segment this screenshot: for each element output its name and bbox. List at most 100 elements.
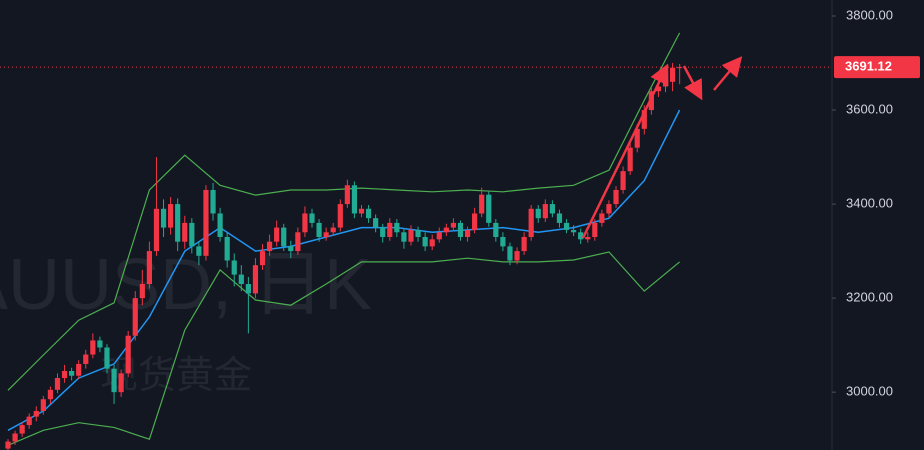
- candle-body: [521, 236, 527, 252]
- candle-body: [90, 340, 96, 355]
- band-lower: [7, 251, 680, 446]
- candle-body: [182, 222, 188, 242]
- last-price-label: 3691.12: [845, 59, 892, 74]
- candle-body: [69, 371, 75, 376]
- candle-body: [231, 260, 237, 275]
- candle-body: [486, 194, 492, 223]
- watermark-symbol: AUUSD, 日K: [0, 245, 372, 325]
- candle-body: [238, 274, 244, 285]
- candle-body: [542, 204, 548, 219]
- candle-body: [224, 236, 230, 261]
- candle-body: [507, 246, 513, 261]
- candle-body: [422, 236, 428, 247]
- candle-body: [337, 204, 343, 228]
- candle-body: [196, 246, 202, 256]
- y-tick-label: 3200.00: [846, 290, 893, 305]
- candle-body: [472, 213, 478, 230]
- candle-body: [33, 410, 39, 417]
- candle-body: [556, 213, 563, 223]
- candle-body: [245, 284, 251, 294]
- candle-body: [61, 371, 68, 379]
- y-tick-label: 3400.00: [846, 196, 893, 211]
- candle-body: [641, 110, 647, 129]
- candle-body: [394, 222, 400, 233]
- candle-body: [54, 378, 61, 390]
- candle-body: [217, 213, 223, 237]
- candle-body: [408, 229, 414, 242]
- candle-body: [266, 241, 273, 252]
- candle-body: [344, 185, 350, 205]
- candle-body: [677, 67, 683, 69]
- candle-body: [571, 229, 577, 233]
- band-upper: [7, 32, 681, 391]
- arrow: [682, 65, 703, 101]
- candle-body: [514, 251, 520, 261]
- candle-body: [592, 222, 598, 237]
- candle-body: [662, 81, 669, 87]
- candle-body: [401, 232, 407, 242]
- candle-body: [464, 229, 471, 237]
- candle-body: [387, 222, 393, 237]
- y-tick-label: 3800.00: [846, 7, 893, 22]
- candle-body: [599, 213, 605, 223]
- candle-body: [436, 232, 442, 240]
- candle-body: [443, 227, 449, 233]
- candle-body: [189, 222, 195, 247]
- candle-body: [450, 222, 457, 228]
- candle-body: [252, 265, 259, 294]
- candle-body: [139, 284, 145, 299]
- candle-body: [19, 425, 25, 434]
- candle-body: [47, 389, 54, 400]
- candle-body: [380, 227, 386, 237]
- candle-body: [323, 232, 329, 237]
- candle-body: [528, 208, 534, 237]
- candle-body: [669, 67, 676, 82]
- candle-body: [316, 222, 322, 237]
- candle-body: [288, 246, 294, 252]
- annotation-arrows: [581, 56, 743, 239]
- candle-body: [12, 433, 18, 442]
- candle-body: [281, 227, 287, 247]
- candle-body: [627, 147, 633, 172]
- candle-body: [606, 204, 612, 214]
- candle-body: [210, 189, 216, 214]
- candle-body: [153, 208, 160, 252]
- candle-body: [118, 373, 124, 393]
- candle-body: [578, 232, 584, 240]
- candle-body: [351, 185, 358, 214]
- candle-body: [429, 239, 435, 247]
- candle-body: [620, 171, 626, 190]
- candle-body: [295, 232, 301, 252]
- candle-body: [203, 189, 209, 256]
- arrow: [713, 56, 743, 91]
- candle-body: [302, 213, 308, 233]
- candle-body: [613, 189, 619, 205]
- candle-body: [168, 204, 174, 228]
- candle-body: [655, 86, 662, 92]
- y-tick-label: 3600.00: [846, 101, 893, 116]
- candle-body: [5, 441, 11, 449]
- candle-body: [104, 347, 110, 369]
- candle-body: [146, 251, 152, 285]
- candle-body: [40, 399, 46, 411]
- candle-body: [373, 218, 379, 228]
- candle-body: [634, 128, 640, 148]
- candle-body: [358, 208, 365, 214]
- candle-body: [132, 298, 138, 336]
- candle-body: [76, 363, 82, 376]
- candle-body: [330, 227, 336, 233]
- arrow: [581, 63, 669, 239]
- candle-body: [274, 227, 280, 242]
- candle-body: [125, 335, 131, 374]
- candle-body: [549, 204, 555, 214]
- candle-body: [457, 222, 464, 237]
- candle-body: [535, 208, 541, 219]
- candle-body: [160, 208, 167, 228]
- candle-body: [83, 354, 89, 364]
- candle-body: [500, 236, 506, 247]
- candle-body: [365, 208, 372, 219]
- candle-body: [97, 340, 103, 348]
- candle-body: [415, 229, 421, 237]
- candle-body: [309, 213, 315, 223]
